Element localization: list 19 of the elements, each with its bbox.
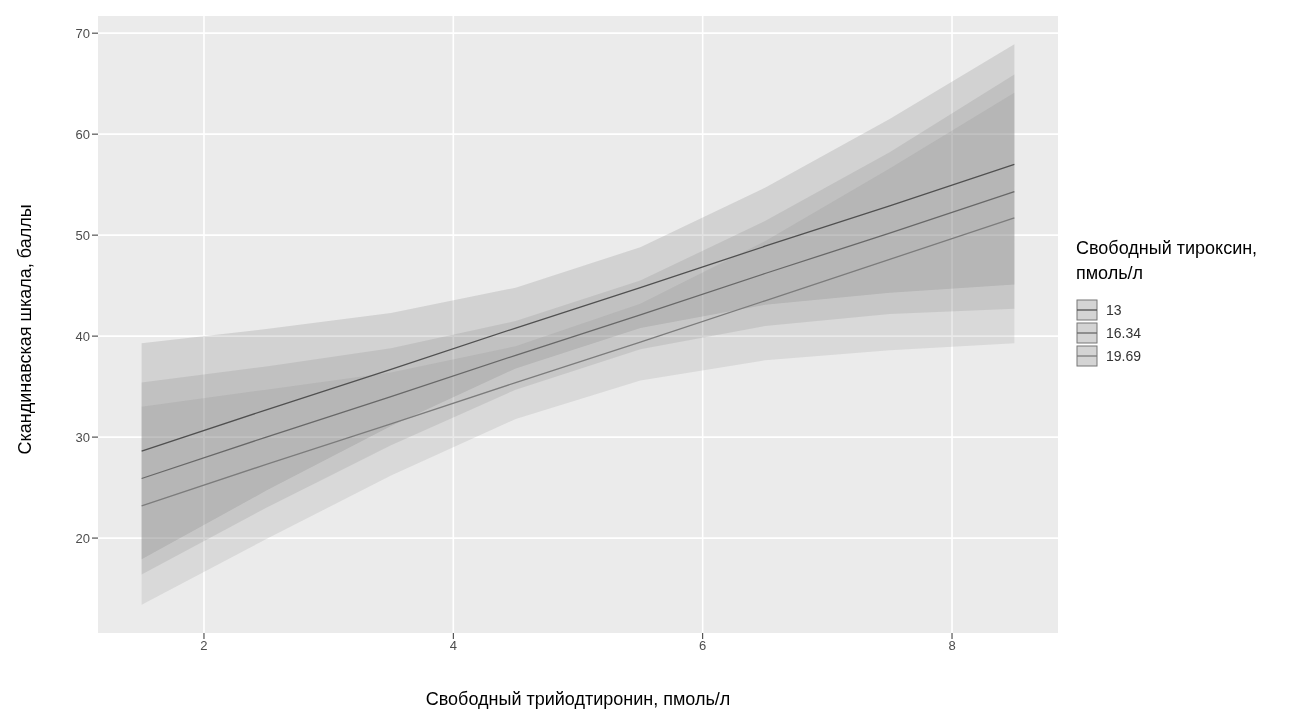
y-tick-label: 40 [75, 328, 90, 344]
legend-title: Свободный тироксин, пмоль/л [1076, 237, 1259, 285]
y-axis-title: Скандинавская шкала, баллы [15, 204, 36, 455]
x-tick-label: 2 [200, 638, 208, 654]
line-series [140, 191, 1016, 480]
y-tick-label: 60 [75, 126, 90, 142]
y-tick-label: 50 [75, 227, 90, 243]
y-tick-label: 20 [75, 530, 90, 546]
legend-label: 16.34 [1106, 324, 1142, 341]
legend-label: 19.69 [1106, 347, 1142, 364]
legend-label: 13 [1106, 301, 1122, 318]
line-series [140, 217, 1016, 507]
x-tick-label: 8 [948, 638, 956, 654]
line-series [140, 163, 1016, 452]
x-tick-label: 4 [449, 638, 457, 654]
y-tick-label: 30 [75, 429, 90, 445]
y-tick-label: 70 [75, 25, 90, 41]
x-tick-label: 6 [699, 638, 707, 654]
x-axis-title: Свободный трийодтиронин, пмоль/л [425, 689, 731, 709]
